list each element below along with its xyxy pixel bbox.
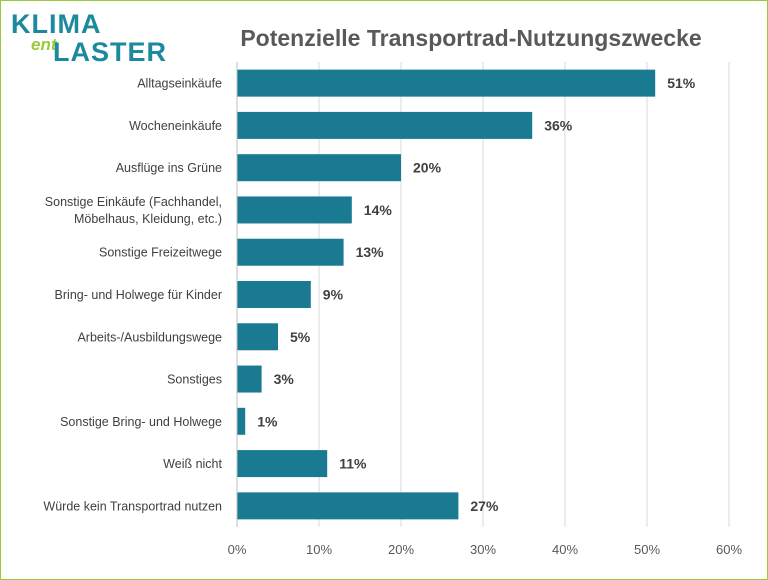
data-label: 51%: [667, 75, 696, 91]
data-label: 27%: [470, 498, 499, 514]
bar: [237, 196, 352, 224]
category-label: Würde kein Transportrad nutzen: [43, 499, 222, 513]
data-label: 9%: [323, 287, 344, 303]
logo-text-laster: LASTER: [53, 37, 167, 67]
category-label: Sonstige Freizeitwege: [99, 246, 222, 260]
bar: [237, 365, 262, 393]
data-label: 11%: [339, 456, 367, 472]
data-label: 3%: [274, 371, 295, 387]
data-label: 20%: [413, 160, 442, 176]
klima-ent-laster-logo: KLIMA ent LASTER: [11, 9, 166, 69]
category-label: Arbeits-/Ausbildungswege: [77, 330, 222, 344]
bar: [237, 154, 401, 182]
category-label: Bring- und Holwege für Kinder: [55, 288, 222, 302]
x-tick-label: 0%: [228, 542, 247, 557]
category-label: Alltagseinkäufe: [137, 77, 222, 91]
chart-title: Potenzielle Transportrad-Nutzungszwecke: [240, 25, 702, 51]
logo-text-ent: ent: [31, 35, 57, 54]
data-label: 1%: [257, 413, 278, 429]
category-label: Sonstige Einkäufe (Fachhandel, Möbelhaus,…: [45, 195, 222, 226]
bar: [237, 281, 311, 308]
bar: [237, 69, 656, 97]
data-label: 14%: [364, 202, 393, 218]
data-label: 36%: [544, 117, 573, 133]
x-tick-label: 10%: [306, 542, 332, 557]
x-tick-label: 30%: [470, 542, 496, 557]
x-tick-label: 40%: [552, 542, 578, 557]
data-label: 13%: [356, 244, 385, 260]
bar: [237, 407, 246, 435]
category-label: Sonstige Bring- und Holwege: [60, 415, 222, 429]
bar: [237, 323, 278, 351]
category-label: Ausflüge ins Grüne: [116, 161, 222, 175]
category-label: Wocheneinkäufe: [129, 119, 222, 133]
data-label: 5%: [290, 329, 311, 345]
x-tick-label: 20%: [388, 542, 414, 557]
bar: [237, 238, 344, 266]
category-label: Sonstiges: [167, 373, 222, 387]
logo-text-klima: KLIMA: [11, 9, 102, 39]
category-label: Weiß nicht: [163, 457, 222, 471]
bar: [237, 492, 459, 520]
bar: [237, 450, 328, 478]
x-tick-label: 60%: [716, 542, 742, 557]
bar: [237, 111, 533, 139]
x-tick-label: 50%: [634, 542, 660, 557]
